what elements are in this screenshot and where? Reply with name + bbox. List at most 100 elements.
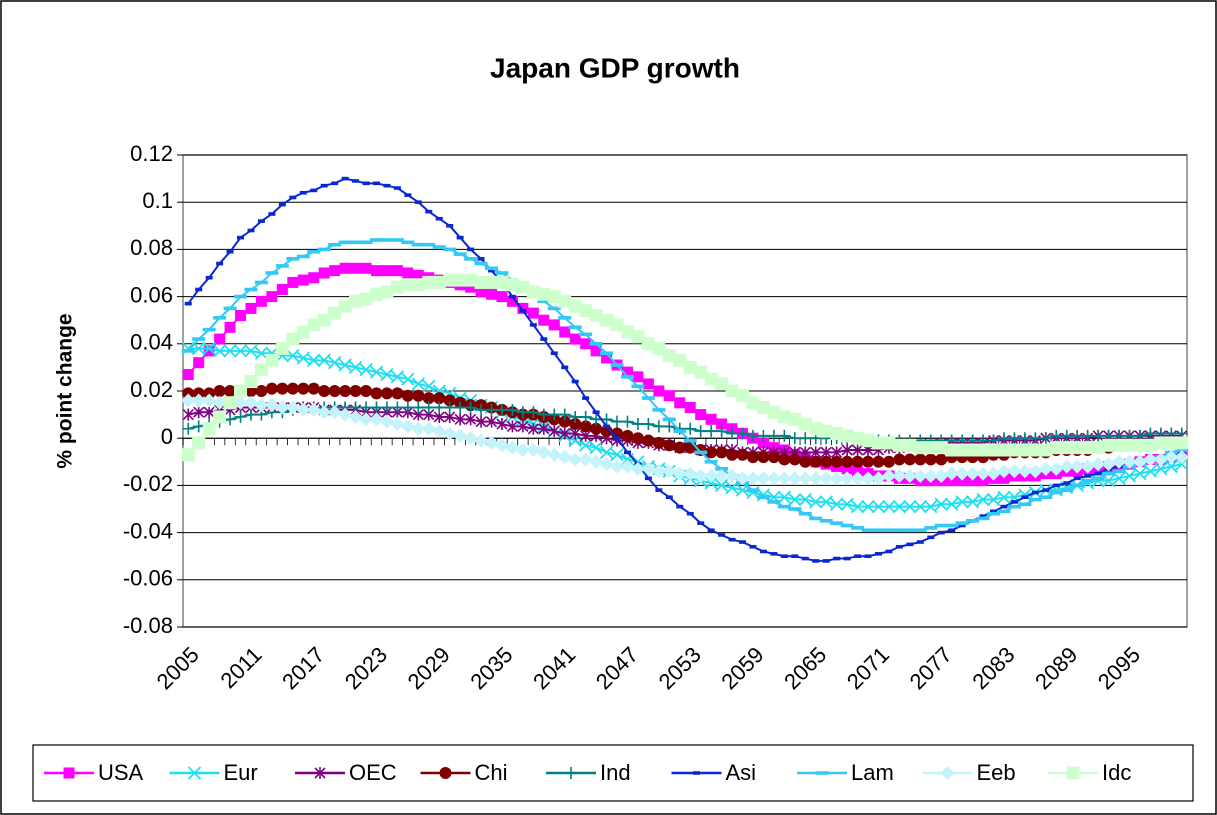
marker — [914, 453, 927, 466]
marker — [923, 468, 938, 483]
marker — [558, 316, 572, 320]
y-axis-label: % point change — [54, 313, 77, 468]
marker — [830, 521, 844, 525]
legend-item: Eeb — [922, 760, 1016, 785]
marker — [840, 429, 854, 443]
marker — [380, 285, 394, 299]
marker — [276, 382, 289, 395]
marker — [362, 181, 370, 186]
marker — [1039, 432, 1052, 445]
marker — [287, 276, 299, 288]
marker — [979, 514, 987, 518]
marker — [349, 385, 362, 397]
marker — [244, 287, 258, 292]
marker — [726, 448, 739, 461]
marker — [861, 500, 875, 514]
marker — [756, 495, 770, 499]
marker — [1132, 454, 1147, 469]
marker — [195, 287, 203, 292]
marker — [477, 257, 485, 261]
marker — [307, 353, 321, 367]
marker — [673, 353, 687, 367]
marker — [757, 429, 770, 442]
legend-item: OEC — [295, 760, 397, 785]
marker — [192, 436, 206, 450]
marker — [579, 420, 592, 433]
marker — [474, 275, 488, 289]
legend-marker — [1066, 766, 1080, 780]
marker — [955, 466, 970, 481]
marker — [244, 344, 258, 358]
marker — [610, 363, 624, 367]
marker — [505, 440, 520, 455]
marker — [882, 436, 896, 450]
marker — [997, 432, 1010, 445]
marker — [390, 417, 405, 432]
marker — [247, 228, 255, 233]
marker — [338, 407, 353, 422]
marker — [485, 415, 498, 428]
marker — [707, 528, 715, 533]
marker — [310, 188, 318, 193]
marker — [840, 523, 854, 528]
marker — [599, 445, 614, 459]
legend-label: Eur — [224, 760, 258, 785]
marker — [432, 245, 446, 249]
marker — [1175, 457, 1189, 471]
marker — [778, 429, 791, 442]
marker — [433, 401, 446, 414]
marker — [735, 471, 750, 486]
marker — [632, 371, 644, 383]
marker — [1080, 459, 1095, 474]
marker — [266, 291, 278, 303]
legend-box — [32, 744, 1194, 802]
marker — [329, 265, 341, 277]
marker — [412, 389, 425, 402]
marker — [850, 471, 865, 486]
marker — [350, 262, 362, 274]
marker — [202, 327, 216, 332]
marker — [569, 410, 582, 423]
marker — [243, 395, 258, 410]
marker — [213, 410, 227, 424]
marker — [1018, 502, 1032, 507]
legend-marker — [565, 767, 577, 779]
marker — [976, 443, 990, 457]
marker — [663, 439, 676, 452]
marker — [590, 345, 602, 357]
marker — [495, 403, 508, 416]
marker — [558, 294, 572, 308]
marker — [841, 444, 853, 456]
marker — [380, 387, 393, 400]
marker — [861, 528, 875, 533]
marker — [955, 521, 969, 525]
marker — [442, 426, 457, 441]
marker — [264, 398, 279, 413]
marker — [728, 537, 736, 542]
marker — [843, 556, 851, 561]
marker — [798, 511, 812, 516]
marker — [485, 275, 499, 289]
marker — [599, 457, 614, 472]
marker — [401, 278, 415, 292]
marker — [568, 452, 583, 467]
marker — [412, 401, 425, 414]
marker — [641, 396, 655, 400]
marker — [987, 511, 1001, 516]
marker — [370, 401, 383, 414]
marker — [1018, 443, 1032, 457]
marker — [202, 422, 216, 436]
legend-item: Asi — [671, 760, 756, 785]
marker — [799, 432, 812, 445]
marker — [631, 330, 645, 344]
marker — [1018, 432, 1031, 445]
marker — [297, 382, 310, 395]
marker — [777, 504, 791, 509]
marker — [537, 299, 551, 304]
marker — [453, 428, 468, 443]
marker — [349, 294, 363, 308]
marker — [432, 275, 446, 289]
marker — [871, 471, 886, 486]
marker — [892, 438, 906, 452]
